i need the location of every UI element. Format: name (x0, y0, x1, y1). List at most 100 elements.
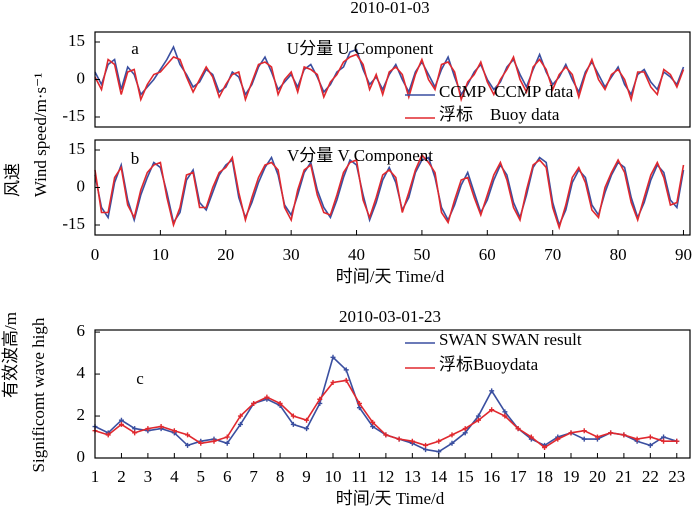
data-point (198, 440, 204, 446)
y-axis-label-cn: 有效波高/m (1, 312, 20, 398)
data-point (423, 447, 429, 453)
data-point (158, 424, 164, 430)
x-tick-label: 13 (404, 467, 421, 486)
data-point (449, 440, 455, 446)
legend-label: SWAN SWAN result (439, 330, 582, 349)
x-tick-label: 6 (223, 467, 232, 486)
x-tick-label: 90 (675, 245, 692, 264)
data-point (475, 413, 481, 419)
data-point (462, 430, 468, 436)
panel-annotation: V分量 V Component (287, 146, 433, 165)
data-point (105, 432, 111, 438)
y-tick-label: 15 (68, 31, 85, 50)
legend-label: CCMP CCMP data (439, 82, 574, 101)
y-tick-label: 2 (77, 405, 86, 424)
data-point (317, 400, 323, 406)
data-point (343, 367, 349, 373)
x-tick-label: 30 (283, 245, 300, 264)
legend-label: 浮标Buoydata (439, 355, 539, 374)
data-line (94, 53, 685, 103)
data-point (661, 438, 667, 444)
x-tick-label: 20 (217, 245, 234, 264)
data-line (94, 155, 685, 228)
x-tick-label: 0 (91, 245, 100, 264)
panel-label: c (136, 369, 144, 388)
x-tick-label: 3 (144, 467, 153, 486)
x-axis-label: 时间/天 Time/d (336, 267, 445, 286)
data-point (423, 442, 429, 448)
x-tick-label: 21 (615, 467, 632, 486)
y-axis-label-en: Significomt wave high (29, 317, 48, 472)
data-point (647, 442, 653, 448)
data-point (185, 442, 191, 448)
data-point (581, 436, 587, 442)
x-tick-label: 70 (544, 245, 561, 264)
x-tick-label: 19 (563, 467, 580, 486)
data-point (171, 428, 177, 434)
data-point (304, 426, 310, 432)
x-tick-label: 16 (483, 467, 500, 486)
data-point (330, 379, 336, 385)
data-point (224, 440, 230, 446)
data-line (94, 153, 685, 231)
data-point (674, 438, 680, 444)
panel-label: b (131, 149, 140, 168)
y-tick-label: 0 (77, 68, 86, 87)
y-tick-label: 0 (77, 176, 86, 195)
data-point (409, 438, 415, 444)
x-tick-label: 14 (430, 467, 448, 486)
data-point (343, 377, 349, 383)
data-point (277, 400, 283, 406)
y-axis-label-en: Wind speed/m·s⁻¹ (31, 73, 50, 197)
data-point (356, 400, 362, 406)
x-tick-label: 80 (610, 245, 627, 264)
x-tick-label: 22 (642, 467, 659, 486)
y-tick-label: -15 (62, 106, 85, 125)
y-tick-label: 6 (77, 321, 86, 340)
data-point (608, 430, 614, 436)
data-point (515, 426, 521, 432)
x-tick-label: 7 (249, 467, 258, 486)
data-point (356, 405, 362, 411)
data-line (94, 355, 678, 453)
data-point (489, 407, 495, 413)
data-point (436, 438, 442, 444)
x-tick-label: 10 (325, 467, 342, 486)
x-tick-label: 8 (276, 467, 285, 486)
y-tick-label: 0 (77, 447, 86, 466)
x-tick-label: 9 (302, 467, 311, 486)
data-point (145, 426, 151, 432)
x-tick-label: 18 (536, 467, 553, 486)
data-point (568, 430, 574, 436)
data-point (528, 434, 534, 440)
data-point (502, 413, 508, 419)
data-point (634, 436, 640, 442)
data-point (118, 417, 124, 423)
data-point (542, 445, 548, 451)
data-point (211, 438, 217, 444)
data-point (237, 413, 243, 419)
y-axis-label-cn: 风速 (3, 163, 22, 197)
data-point (185, 432, 191, 438)
data-point (330, 354, 336, 360)
x-tick-label: 10 (152, 245, 169, 264)
data-point (594, 434, 600, 440)
legend-label: 浮标 Buoy data (439, 105, 560, 124)
data-point (621, 432, 627, 438)
data-line (94, 379, 677, 449)
data-point (370, 419, 376, 425)
x-axis-label: 时间/天 Time/d (336, 489, 445, 508)
panel-a-title: 2010-01-03 (350, 0, 429, 17)
data-point (661, 434, 667, 440)
data-point (132, 430, 138, 436)
data-point (290, 421, 296, 427)
panel-c-title: 2010-03-01-23 (339, 307, 441, 326)
x-tick-label: 11 (351, 467, 367, 486)
y-tick-label: 4 (77, 363, 86, 382)
x-tick-label: 12 (377, 467, 394, 486)
data-point (290, 413, 296, 419)
data-point (449, 432, 455, 438)
panel-annotation: U分量 U Component (287, 39, 434, 58)
x-tick-label: 20 (589, 467, 606, 486)
x-tick-label: 1 (91, 467, 100, 486)
